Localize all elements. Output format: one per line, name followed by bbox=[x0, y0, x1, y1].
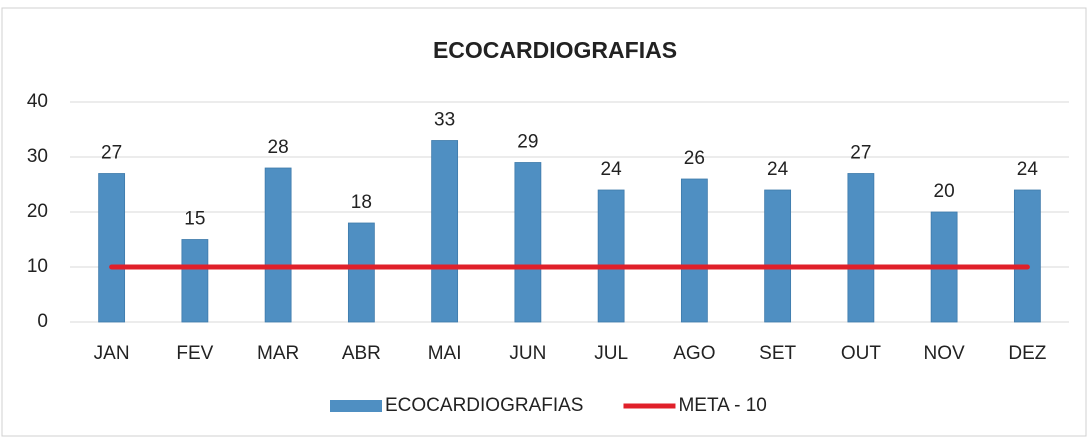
x-tick-label: SET bbox=[759, 343, 796, 364]
bar bbox=[597, 189, 625, 323]
y-tick-label: 40 bbox=[27, 91, 48, 112]
y-tick-label: 10 bbox=[27, 256, 48, 277]
bar bbox=[181, 239, 209, 323]
data-label: 27 bbox=[101, 143, 122, 164]
bar bbox=[680, 178, 708, 323]
bar bbox=[264, 167, 292, 323]
x-tick-label: JUL bbox=[594, 343, 628, 364]
data-label: 27 bbox=[850, 143, 871, 164]
y-tick-label: 30 bbox=[27, 146, 48, 167]
bar bbox=[1013, 189, 1041, 323]
bar bbox=[98, 173, 126, 323]
bar bbox=[431, 140, 459, 323]
x-tick-label: MAI bbox=[428, 343, 462, 364]
x-tick-label: JUN bbox=[509, 343, 546, 364]
data-label: 15 bbox=[184, 209, 205, 230]
data-label: 29 bbox=[517, 132, 538, 153]
x-tick-label: DEZ bbox=[1008, 343, 1046, 364]
x-tick-label: JAN bbox=[94, 343, 130, 364]
chart-title: ECOCARDIOGRAFIAS bbox=[433, 37, 677, 63]
legend-label: META - 10 bbox=[678, 395, 766, 416]
data-label: 18 bbox=[351, 192, 372, 213]
bar bbox=[514, 162, 542, 323]
legend-label: ECOCARDIOGRAFIAS bbox=[385, 395, 583, 416]
data-label: 20 bbox=[934, 181, 955, 202]
x-tick-label: NOV bbox=[924, 343, 966, 364]
x-tick-label: ABR bbox=[342, 343, 381, 364]
data-label: 33 bbox=[434, 110, 455, 131]
bar bbox=[347, 222, 375, 323]
chart-border bbox=[1, 7, 1087, 437]
x-tick-label: AGO bbox=[673, 343, 715, 364]
bar bbox=[847, 173, 875, 323]
bar bbox=[764, 189, 792, 323]
data-label: 24 bbox=[1017, 159, 1039, 180]
y-tick-label: 20 bbox=[27, 201, 48, 222]
legend-swatch bbox=[330, 400, 382, 412]
x-tick-label: MAR bbox=[257, 343, 299, 364]
x-tick-label: FEV bbox=[176, 343, 213, 364]
y-tick-label: 0 bbox=[37, 311, 48, 332]
x-tick-label: OUT bbox=[841, 343, 882, 364]
data-label: 26 bbox=[684, 148, 705, 169]
data-label: 24 bbox=[601, 159, 623, 180]
data-label: 28 bbox=[268, 137, 289, 158]
data-label: 24 bbox=[767, 159, 789, 180]
